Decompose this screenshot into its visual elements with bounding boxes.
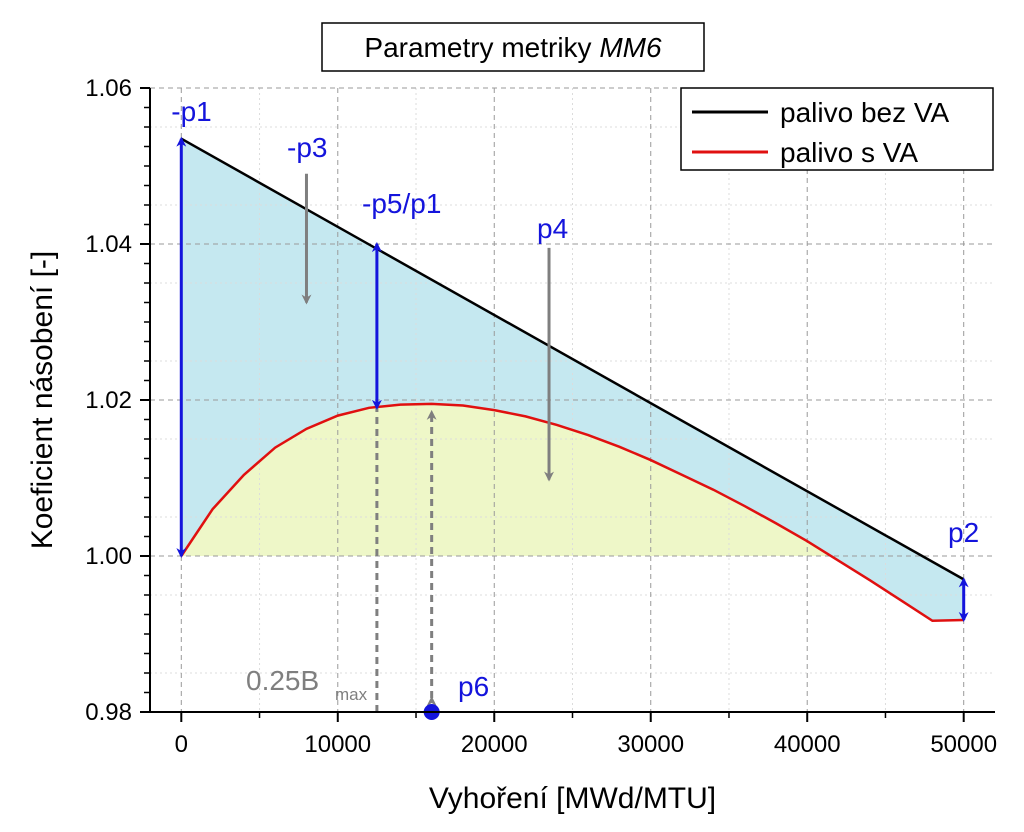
series-line-palivo-bez-va — [180, 137, 965, 581]
chart-title-italic: MM6 — [599, 32, 662, 63]
label-p2: p2 — [948, 517, 979, 548]
axes: 0 10000 20000 30000 40000 50000 0.98 1.00 1.02 1.… — [26, 75, 997, 815]
legend: palivo bez VA palivo s VA — [680, 87, 994, 171]
x-tick-label: 50000 — [930, 731, 997, 758]
x-tick-label: 0 — [175, 731, 188, 758]
grid — [150, 87, 995, 713]
y-tick-label: 1.02 — [85, 387, 132, 414]
legend-box — [680, 87, 994, 171]
x-tick-label: 30000 — [617, 731, 684, 758]
y-axis-title: Koeficient násobení [-] — [26, 251, 59, 550]
label-p5: -p5/p1 — [362, 188, 441, 219]
fill-below-red — [181, 403, 832, 556]
y-tick-label: 0.98 — [85, 699, 132, 726]
chart-title-group: Parametry metriky MM6 — [321, 22, 705, 72]
label-025bmax: 0.25B — [246, 665, 319, 696]
y-tick-label: 1.04 — [85, 231, 132, 258]
label-p6: p6 — [458, 671, 489, 702]
series-lines — [180, 137, 965, 622]
x-tick-label: 10000 — [304, 731, 371, 758]
y-tick-label: 1.06 — [85, 75, 132, 102]
x-tick-label: 40000 — [774, 731, 841, 758]
legend-label-1: palivo s VA — [780, 137, 918, 168]
title-box — [321, 22, 705, 72]
chart-title: Parametry metriky MM6 — [364, 32, 662, 63]
chart-title-main: Parametry metriky — [364, 32, 599, 63]
label-025bmax-sub: max — [335, 685, 368, 704]
legend-label-0: palivo bez VA — [780, 97, 949, 128]
y-tick-label: 1.00 — [85, 543, 132, 570]
label-p4: p4 — [537, 213, 568, 244]
label-p3: -p3 — [287, 132, 327, 163]
label-p1: -p1 — [171, 96, 211, 127]
annotations: -p1 -p3 -p5/p1 p4 p2 p6 0.25B max — [171, 96, 979, 720]
x-tick-label: 20000 — [461, 731, 528, 758]
x-axis-title: Vyhoření [MWd/MTU] — [429, 782, 716, 815]
series-line-palivo-s-va — [180, 402, 964, 622]
